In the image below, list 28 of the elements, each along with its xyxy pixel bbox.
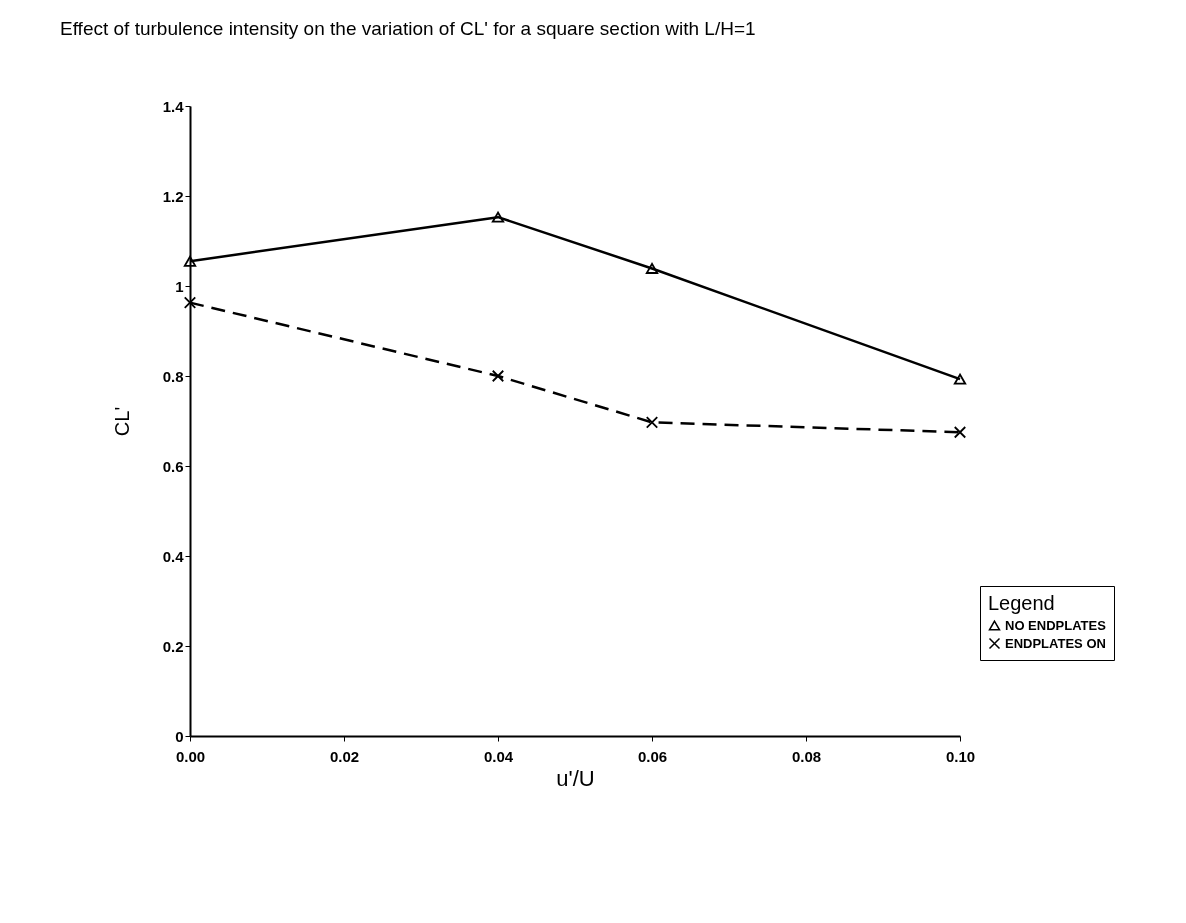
point [953, 373, 967, 385]
y-tick-label: 0.4 [162, 547, 185, 565]
x-tick-label: 0.04 [483, 747, 514, 765]
x-tick-label: 0.00 [175, 747, 206, 765]
legend-label: ENDPLATES ON [1005, 635, 1106, 651]
chart-title: Effect of turbulence intensity on the variation of CL' for a square section with L/H=1 [60, 18, 756, 39]
x-tick-label: 0.08 [791, 747, 822, 765]
point [183, 255, 197, 267]
legend-label: NO ENDPLATES [1005, 617, 1107, 633]
point [183, 296, 197, 309]
y-tick-label: 0 [175, 727, 184, 745]
x-axis-title: u'/U [556, 765, 595, 791]
y-tick-label: 1.2 [162, 187, 184, 205]
x-tick-label: 0.02 [329, 747, 360, 765]
y-tick-label: 1 [175, 277, 184, 295]
point [491, 211, 505, 223]
y-tick-label: 0.6 [162, 457, 184, 475]
point [953, 426, 967, 439]
y-axis-title: CL' [110, 406, 133, 437]
point [645, 263, 659, 274]
x-tick-label: 0.10 [945, 747, 976, 765]
point [645, 416, 659, 429]
point [491, 369, 505, 383]
y-tick-label: 0.2 [162, 637, 184, 655]
legend-title: Legend [988, 592, 1055, 614]
y-tick-label: 1.4 [162, 97, 185, 115]
y-tick-label: 0.8 [162, 367, 184, 385]
x-tick-label: 0.06 [637, 747, 668, 765]
